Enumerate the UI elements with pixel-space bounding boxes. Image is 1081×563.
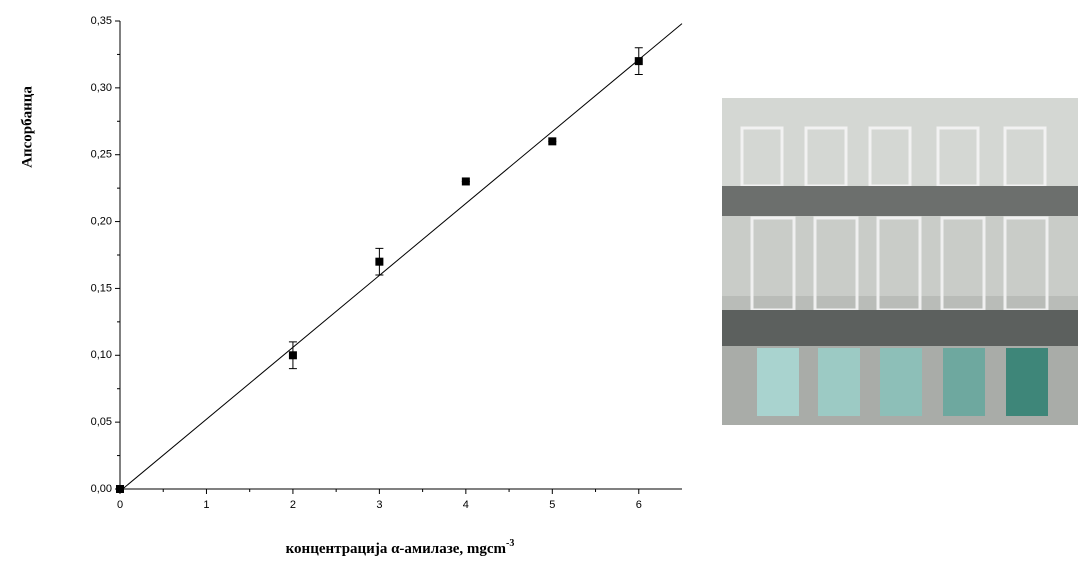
x-tick-label: 4 [463,499,469,511]
x-tick-label: 5 [549,499,555,511]
photo-wall [722,98,1078,188]
y-tick-label: 0,30 [91,82,112,94]
y-tick-label: 0,15 [91,282,112,294]
y-tick-label: 0,35 [91,15,112,27]
x-tick-label: 6 [636,499,642,511]
data-point [635,57,643,65]
data-point [548,137,556,145]
photo-middle [722,216,1078,296]
page: {"chart_data": {"type": "scatter", "x_la… [0,0,1081,563]
figure: концентрација α-амилазе, mgcm-3 Апсорбан… [0,0,1081,563]
x-axis-title-superscript: -3 [506,538,514,549]
data-point [462,177,470,185]
photo [722,98,1078,425]
shelf [722,310,1078,346]
y-tick-label: 0,00 [91,483,112,495]
x-axis-title-text: концентрација α-амилазе, mgcm [286,541,507,557]
x-axis-title: концентрација α-амилазе, mgcm-3 [286,538,515,557]
shelf [722,186,1078,216]
data-point [289,351,297,359]
y-tick-label: 0,25 [91,149,112,161]
fit-line [123,24,682,489]
data-point [116,485,124,493]
y-axis-title: Апсорбанца [19,86,35,168]
y-tick-label: 0,05 [91,416,112,428]
data-point [375,258,383,266]
y-tick-label: 0,10 [91,349,112,361]
y-tick-label: 0,20 [91,215,112,227]
x-tick-label: 0 [117,499,123,511]
x-tick-label: 2 [290,499,296,511]
x-tick-label: 3 [376,499,382,511]
x-tick-label: 1 [203,499,209,511]
